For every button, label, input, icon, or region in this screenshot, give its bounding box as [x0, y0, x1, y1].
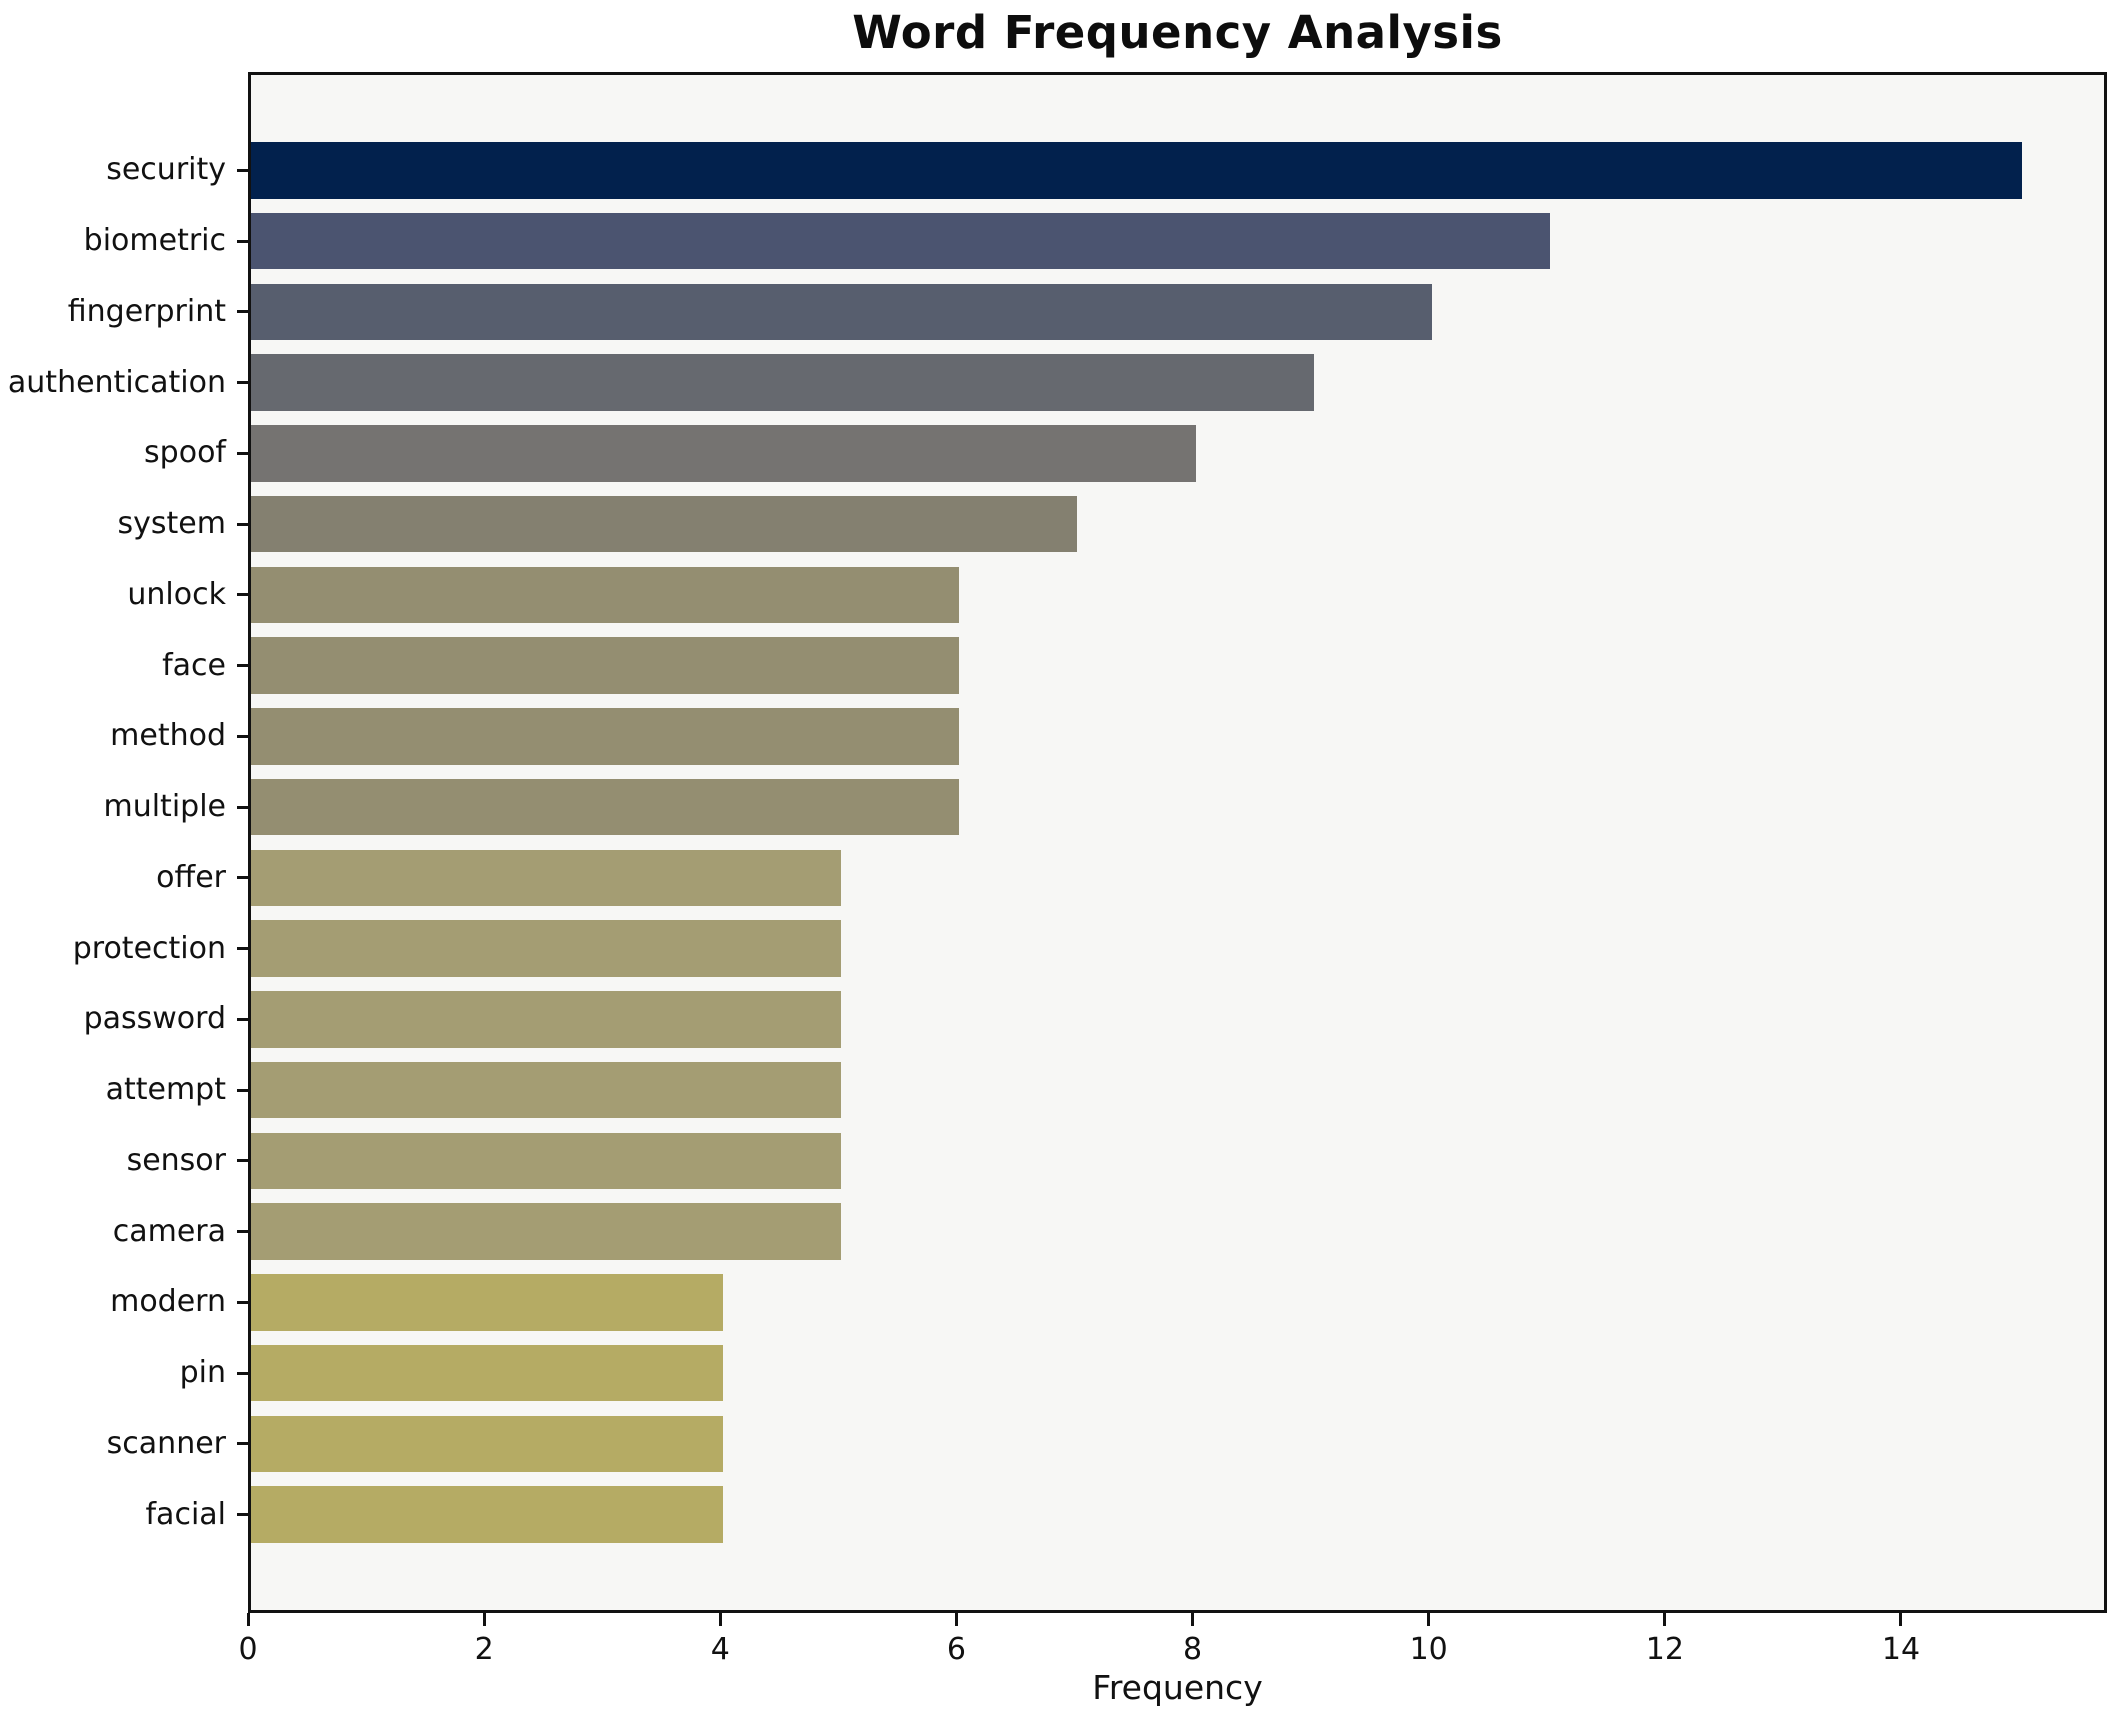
bar-security: [251, 142, 2023, 199]
bar-protection: [251, 920, 842, 977]
x-tick-label-2: 2: [474, 1632, 494, 1667]
y-tick-label-face: face: [162, 647, 226, 683]
bar-method: [251, 708, 960, 765]
y-tick-label-camera: camera: [112, 1213, 226, 1249]
y-tick-label-fingerprint: fingerprint: [67, 293, 226, 329]
y-tick-label-spoof: spoof: [144, 435, 226, 471]
bar-face: [251, 637, 960, 694]
y-tick-mark: [237, 947, 248, 951]
y-tick-label-offer: offer: [156, 859, 226, 895]
y-tick-mark: [237, 1230, 248, 1234]
bar-password: [251, 991, 842, 1048]
y-tick-label-method: method: [110, 718, 226, 754]
y-tick-mark: [237, 451, 248, 455]
y-tick-label-security: security: [106, 152, 226, 188]
x-tick-mark: [1191, 1613, 1195, 1626]
y-tick-mark: [237, 381, 248, 385]
plot-area: [248, 72, 2107, 1613]
x-tick-mark: [718, 1613, 722, 1626]
bar-unlock: [251, 566, 960, 624]
y-tick-mark: [237, 664, 248, 668]
bar-scanner: [251, 1415, 724, 1473]
y-tick-mark: [237, 805, 248, 809]
bar-authentication: [251, 354, 1314, 411]
bar-offer: [251, 849, 842, 907]
y-tick-label-biometric: biometric: [83, 223, 226, 259]
y-tick-label-scanner: scanner: [106, 1425, 226, 1461]
x-tick-label-10: 10: [1409, 1632, 1448, 1667]
y-tick-label-system: system: [117, 506, 226, 542]
y-tick-mark: [237, 876, 248, 880]
y-tick-label-password: password: [83, 1001, 226, 1037]
y-tick-mark: [237, 1300, 248, 1304]
y-tick-mark: [237, 1017, 248, 1021]
y-tick-label-facial: facial: [145, 1496, 227, 1532]
bar-camera: [251, 1203, 842, 1260]
y-tick-label-sensor: sensor: [126, 1142, 226, 1178]
y-tick-mark: [237, 734, 248, 738]
bar-pin: [251, 1344, 724, 1402]
y-tick-mark: [237, 1442, 248, 1446]
x-axis-label: Frequency: [1092, 1668, 1263, 1707]
bar-fingerprint: [251, 283, 1432, 341]
x-tick-label-12: 12: [1645, 1632, 1684, 1667]
y-tick-label-attempt: attempt: [105, 1072, 226, 1108]
bar-sensor: [251, 1132, 842, 1190]
bar-facial: [251, 1486, 724, 1543]
y-tick-label-multiple: multiple: [103, 789, 226, 825]
x-tick-label-6: 6: [946, 1632, 966, 1667]
x-tick-label-14: 14: [1881, 1632, 1921, 1667]
y-tick-mark: [237, 1159, 248, 1163]
chart-title: Word Frequency Analysis: [852, 6, 1503, 59]
y-tick-label-modern: modern: [110, 1284, 226, 1320]
bar-system: [251, 495, 1078, 553]
y-tick-label-protection: protection: [72, 930, 226, 966]
bar-biometric: [251, 212, 1550, 270]
y-tick-mark: [237, 522, 248, 526]
x-tick-mark: [1899, 1613, 1903, 1626]
x-tick-label-0: 0: [238, 1632, 258, 1667]
x-tick-mark: [246, 1613, 250, 1626]
x-tick-mark: [482, 1613, 486, 1626]
y-tick-mark: [237, 1088, 248, 1092]
x-tick-label-4: 4: [710, 1632, 730, 1667]
x-tick-mark: [1663, 1613, 1667, 1626]
y-tick-mark: [237, 310, 248, 314]
y-tick-label-unlock: unlock: [127, 576, 226, 612]
x-tick-label-8: 8: [1183, 1632, 1203, 1667]
y-tick-mark: [237, 1513, 248, 1517]
y-tick-mark: [237, 593, 248, 597]
y-tick-label-pin: pin: [179, 1355, 226, 1391]
x-tick-mark: [954, 1613, 958, 1626]
bar-attempt: [251, 1061, 842, 1119]
bar-modern: [251, 1274, 724, 1331]
y-tick-mark: [237, 168, 248, 172]
x-tick-mark: [1427, 1613, 1431, 1626]
y-tick-label-authentication: authentication: [7, 364, 226, 400]
bar-multiple: [251, 778, 960, 836]
y-tick-mark: [237, 1371, 248, 1375]
y-tick-mark: [237, 239, 248, 243]
bar-spoof: [251, 425, 1196, 482]
